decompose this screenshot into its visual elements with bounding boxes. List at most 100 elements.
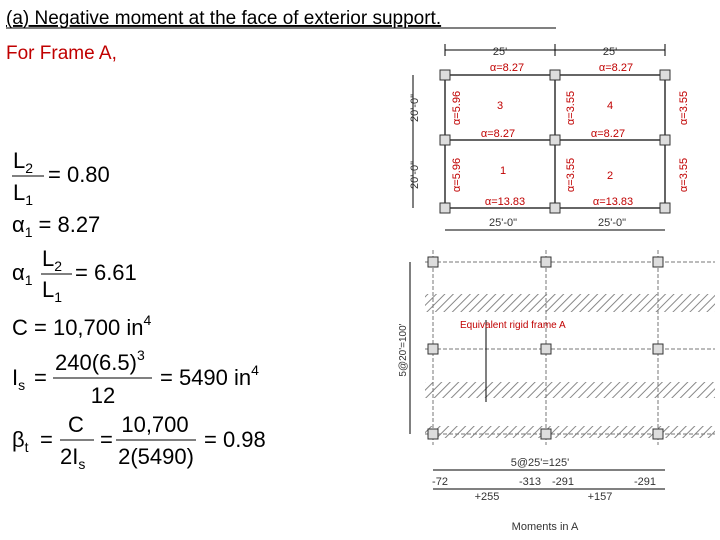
column [549, 202, 561, 214]
panel: 2 [607, 170, 613, 182]
num: 240(6.5)3 [55, 347, 145, 375]
column [652, 256, 664, 268]
column [659, 202, 671, 214]
hatch [425, 382, 715, 398]
alpha: α=3.55 [678, 158, 690, 192]
alpha: α=8.27 [490, 62, 524, 74]
eq-beta: βt = C 2Is = 10,700 2(5490) = 0.98 [12, 412, 266, 472]
caption: Moments in A [512, 521, 579, 533]
eq: = [34, 365, 47, 390]
hatch [425, 294, 715, 312]
den-text: 2I [60, 444, 78, 469]
den: L1 [13, 180, 33, 208]
sym: L [42, 246, 54, 271]
moment: +255 [475, 491, 500, 503]
height-dim: 5@20'=100' [398, 323, 409, 376]
text: C = 10,700 in [12, 315, 143, 340]
column [427, 428, 439, 440]
span: 25' [603, 46, 617, 58]
result: = 0.98 [204, 427, 266, 452]
sup: 4 [251, 362, 259, 378]
panel: 1 [500, 165, 506, 177]
alpha: α=13.83 [485, 196, 525, 208]
eq: = [40, 427, 53, 452]
sym: L [13, 180, 25, 205]
moment: -72 [432, 476, 448, 488]
sub: 2 [25, 160, 33, 176]
alpha: α=5.96 [451, 158, 463, 192]
column [652, 343, 664, 355]
column [439, 202, 451, 214]
alpha: α=8.27 [481, 128, 515, 140]
den: L1 [42, 277, 62, 305]
num1: C [68, 412, 84, 437]
eq-torsion: C = 10,700 in4 [12, 312, 151, 340]
frame-label: Equivalent rigid frame A [460, 320, 566, 331]
sub: 1 [25, 224, 33, 240]
column [652, 428, 664, 440]
num-text: 240(6.5) [55, 350, 137, 375]
hatch [425, 426, 715, 438]
moment: -291 [552, 476, 574, 488]
result: = 5490 in4 [160, 362, 259, 390]
column [427, 343, 439, 355]
column [439, 69, 451, 81]
lhs: βt [12, 427, 29, 455]
alpha: α=13.83 [593, 196, 633, 208]
sub: 2 [54, 258, 62, 274]
alpha: α=5.96 [451, 91, 463, 125]
panel: 3 [497, 100, 503, 112]
span: 25' [493, 46, 507, 58]
sub: 1 [25, 192, 33, 208]
sym: L [13, 148, 25, 173]
alpha: α=3.55 [678, 91, 690, 125]
eq2: = [100, 427, 113, 452]
column [540, 343, 552, 355]
sym: I [12, 365, 18, 390]
column [540, 256, 552, 268]
sup: 4 [143, 312, 151, 328]
num: L2 [13, 148, 33, 176]
alpha: α=8.27 [599, 62, 633, 74]
sub: t [25, 439, 29, 455]
den1: 2Is [60, 444, 85, 472]
sup: 3 [137, 347, 145, 363]
eq-slab-inertia: Is = 240(6.5)3 12 = 5490 in4 [12, 347, 259, 408]
den2: 2(5490) [118, 444, 194, 469]
span: 25'-0" [598, 217, 626, 229]
eq-alpha-ratio: α1 L2 L1 = 6.61 [12, 246, 137, 305]
sub: s [18, 377, 25, 393]
alpha: α=3.55 [565, 158, 577, 192]
equivalent-frame: Equivalent rigid frame A 5@20'=100' 5@25… [398, 250, 715, 533]
sub: 1 [54, 289, 62, 305]
span: 25'-0" [489, 217, 517, 229]
moment: -291 [634, 476, 656, 488]
height: 20'-0" [409, 161, 421, 189]
title: (a) Negative moment at the face of exter… [6, 8, 441, 29]
eq-alpha: α1 = 8.27 [12, 212, 100, 240]
width-dim: 5@25'=125' [511, 457, 570, 469]
sub: s [78, 456, 85, 472]
column [540, 428, 552, 440]
sym: α [12, 212, 25, 237]
subtitle: For Frame A, [6, 43, 117, 64]
column [659, 134, 671, 146]
column [659, 69, 671, 81]
result: = 8.27 [39, 212, 101, 237]
moment: +157 [588, 491, 613, 503]
alpha: α=3.55 [565, 91, 577, 125]
panel: 4 [607, 100, 613, 112]
column [427, 256, 439, 268]
result: = 0.80 [48, 162, 110, 187]
result-text: = 5490 in [160, 365, 251, 390]
column [439, 134, 451, 146]
result: = 6.61 [75, 260, 137, 285]
num2: 10,700 [121, 412, 188, 437]
lhs: α1 [12, 260, 33, 288]
sub: 1 [25, 272, 33, 288]
sym: L [42, 277, 54, 302]
moment: -313 [519, 476, 541, 488]
alpha: α=8.27 [591, 128, 625, 140]
height: 20'-0" [409, 94, 421, 122]
